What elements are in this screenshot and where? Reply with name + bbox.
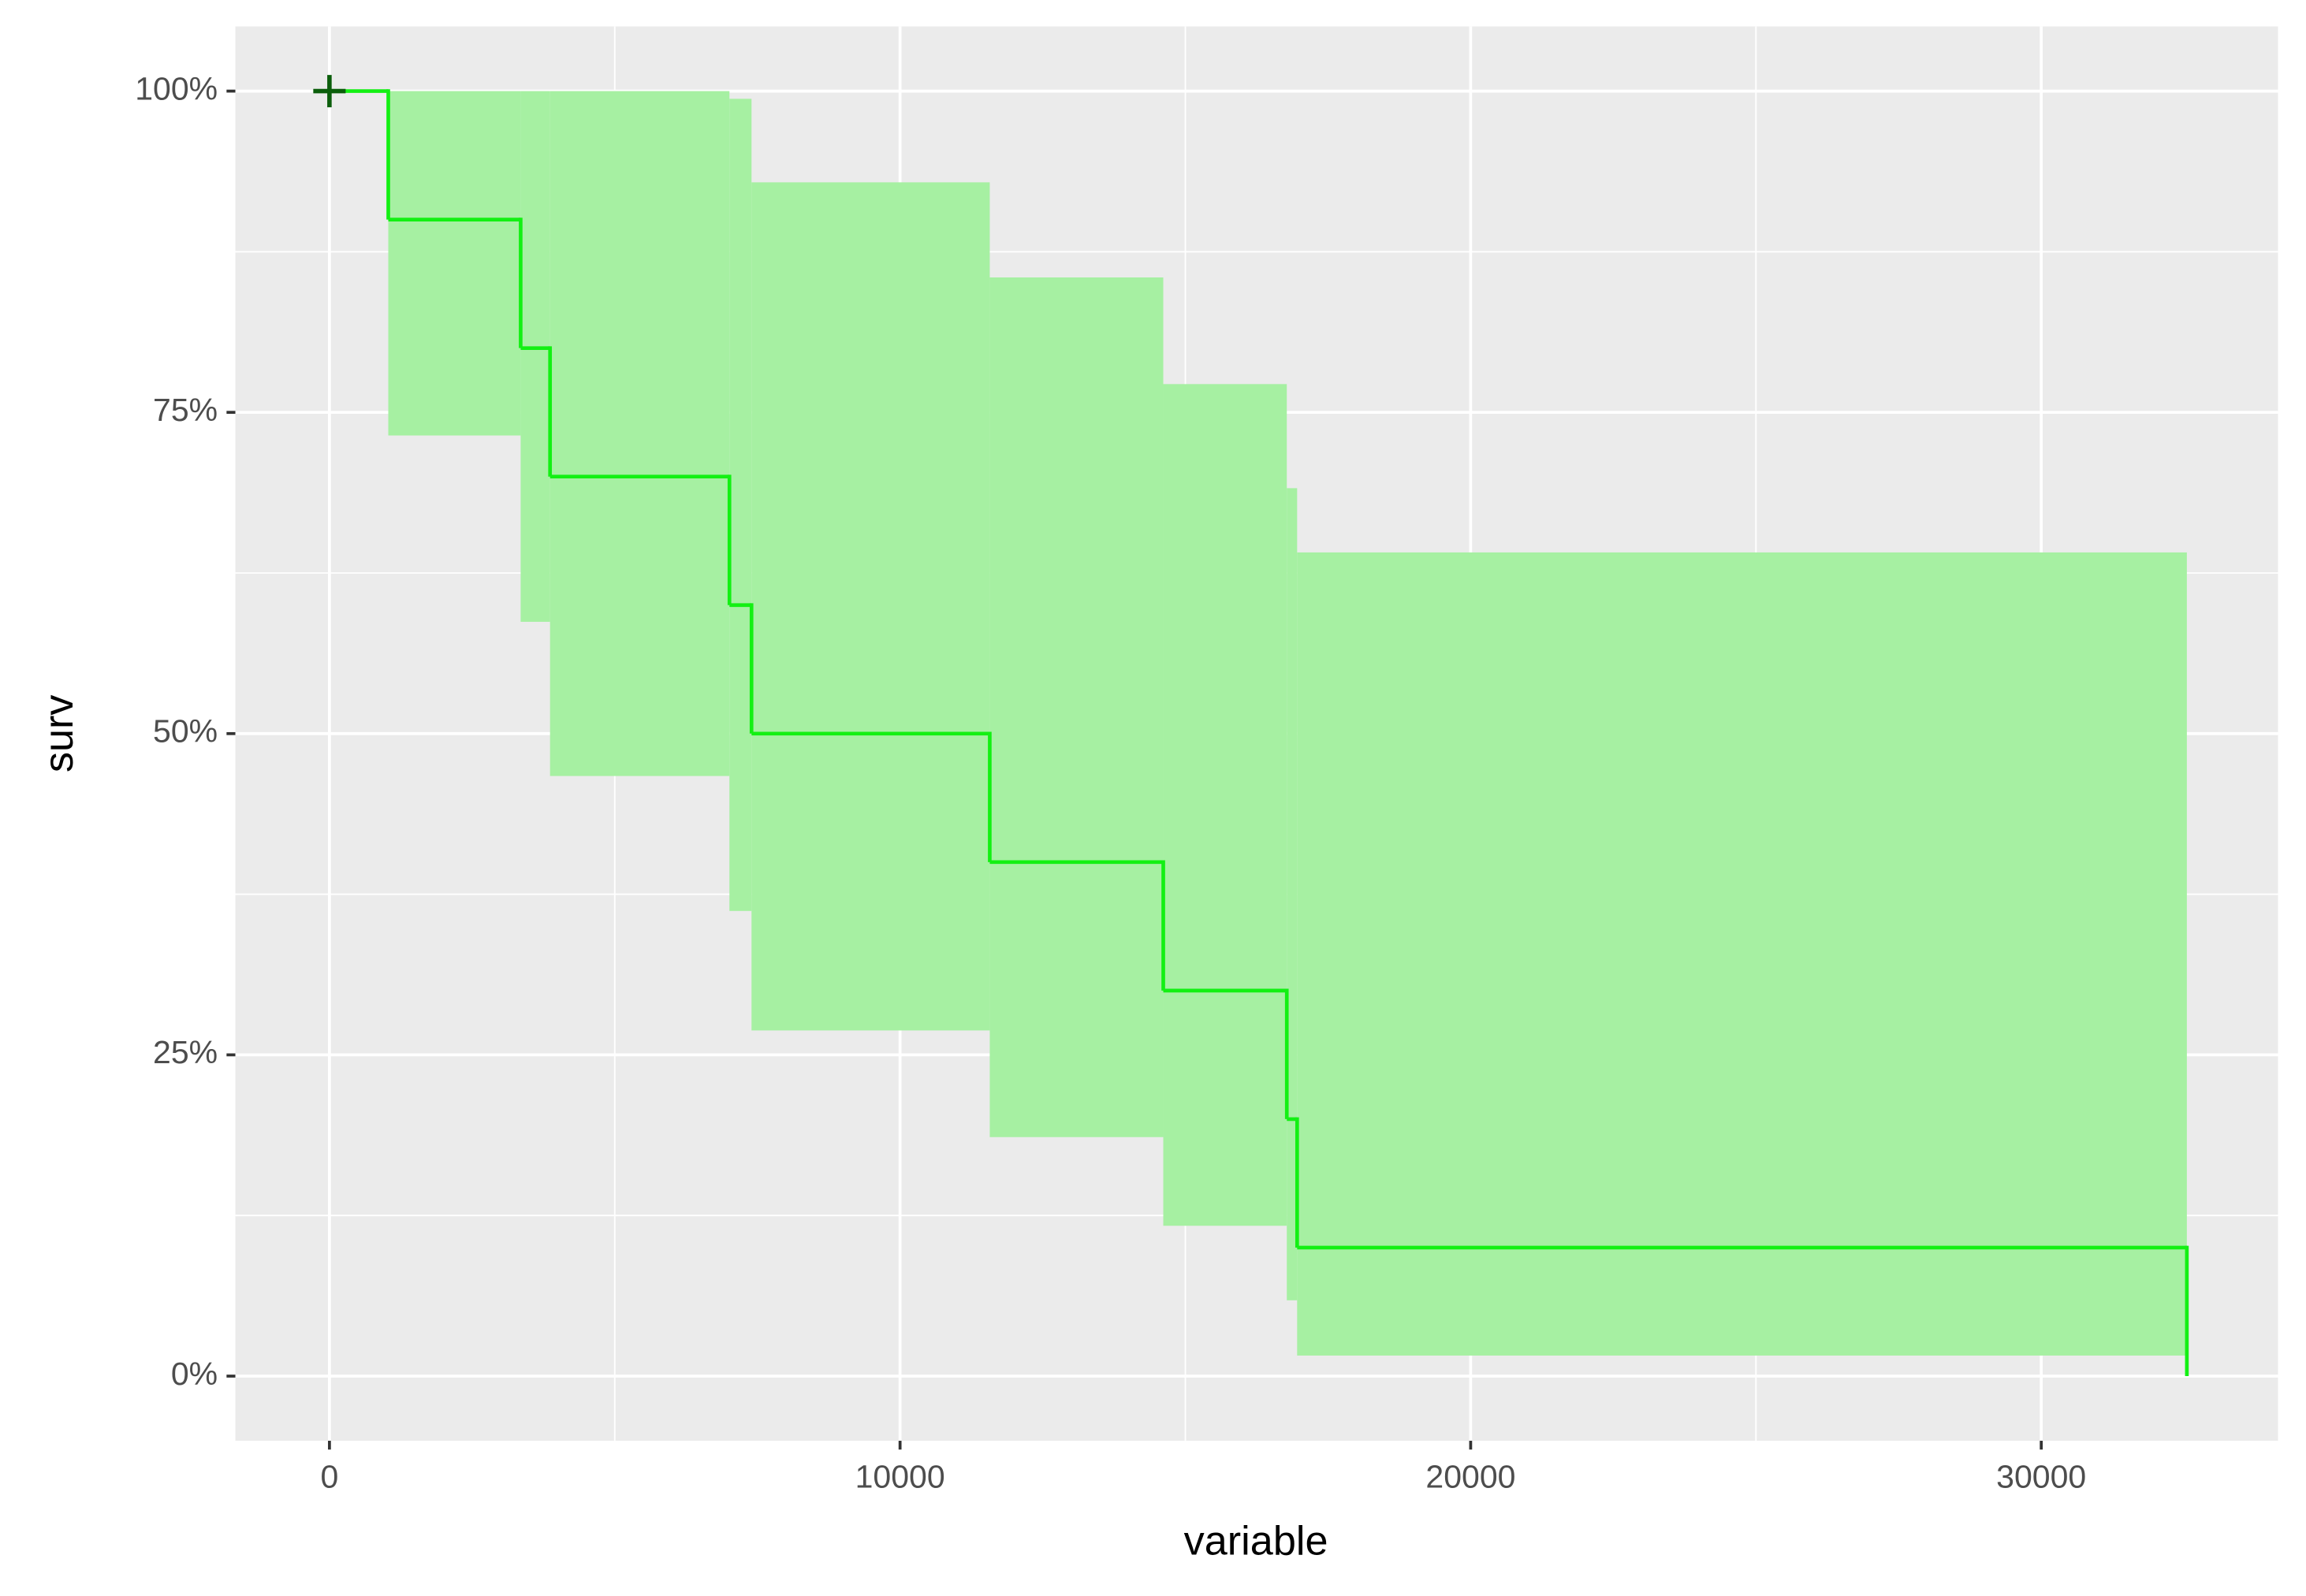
confidence-band [549,91,730,776]
confidence-band [520,91,550,622]
y-tick-label: 0% [171,1356,218,1392]
confidence-band [1163,384,1287,1226]
x-tick-label: 10000 [855,1458,945,1494]
x-axis-title: variable [1184,1518,1328,1564]
y-tick-label: 100% [135,70,218,106]
confidence-band [989,277,1164,1137]
confidence-band [751,182,990,1031]
y-tick-label: 75% [153,392,218,428]
x-tick-label: 20000 [1425,1458,1515,1494]
confidence-band [1287,488,1298,1300]
confidence-band [729,99,752,911]
confidence-band [1297,552,2187,1356]
y-tick-label: 50% [153,713,218,750]
x-tick-label: 30000 [1996,1458,2086,1494]
y-tick-label: 25% [153,1034,218,1070]
y-axis-title: surv [36,694,82,772]
confidence-band [388,91,521,436]
x-tick-label: 0 [320,1458,338,1494]
censor-mark [313,75,346,108]
